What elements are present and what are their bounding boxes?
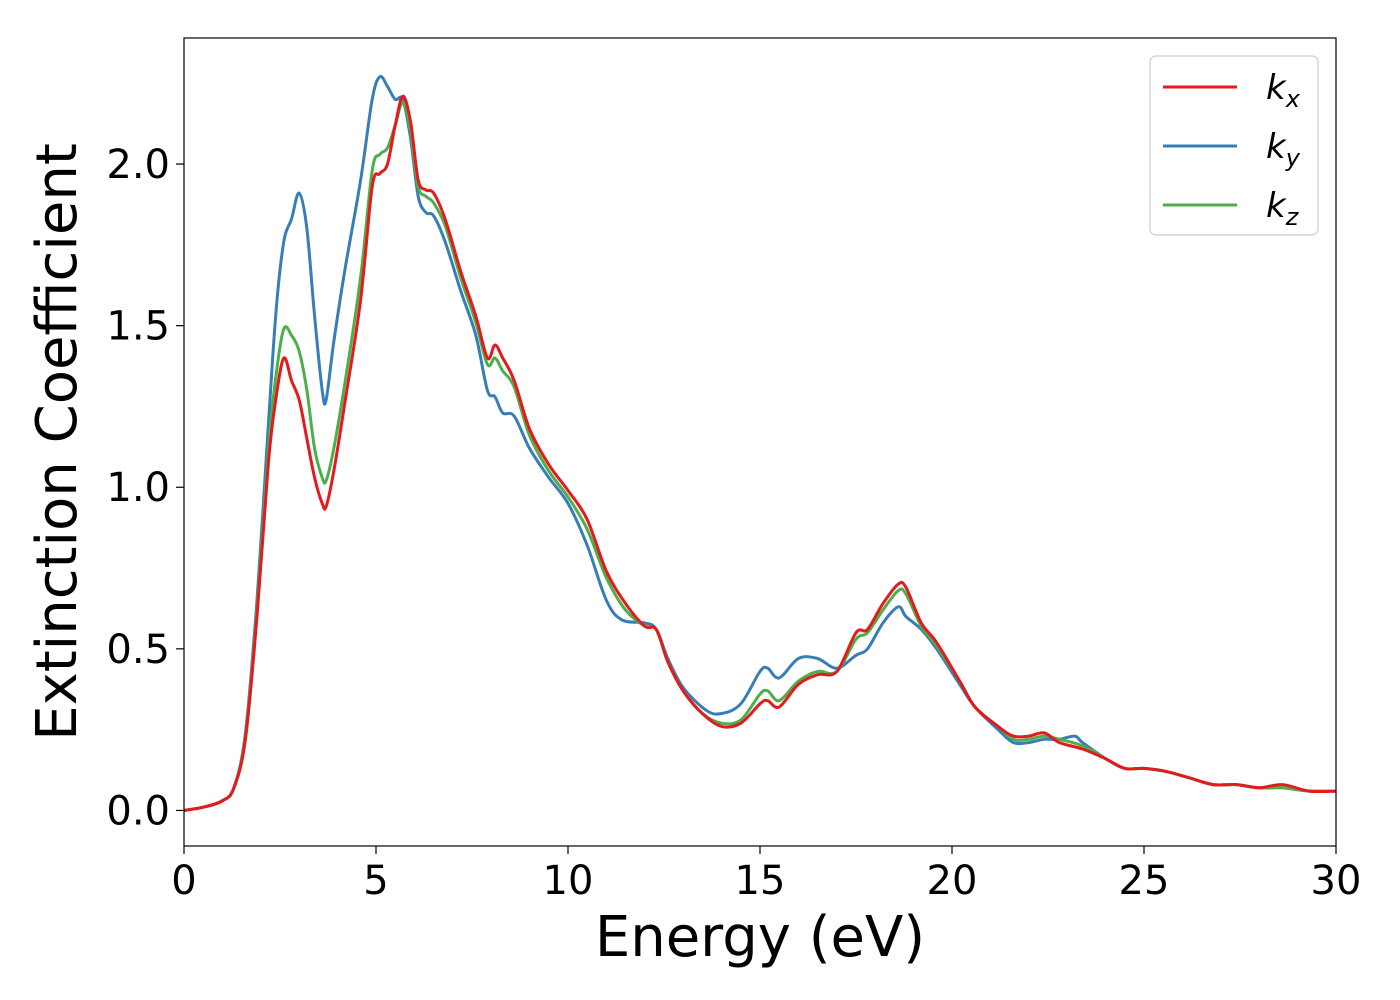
y-tick-label: 1.0 — [106, 465, 170, 511]
series-layer — [184, 74, 1336, 812]
x-tick-label: 0 — [171, 858, 196, 904]
x-axis-title: Energy (eV) — [595, 905, 925, 970]
series-line-kz — [184, 101, 1336, 812]
x-tick-label: 5 — [363, 858, 388, 904]
x-axis: 0 5 10 15 20 25 30 — [171, 846, 1361, 904]
series-line-ky — [184, 74, 1336, 812]
x-tick-label: 15 — [735, 858, 786, 904]
x-tick-label: 10 — [543, 858, 594, 904]
y-axis-title: Extinction Coefficient — [25, 143, 90, 741]
y-tick-label: 0.5 — [106, 627, 170, 673]
series-line-kx — [184, 94, 1336, 812]
legend-label-kx: kx — [1266, 68, 1301, 113]
y-axis: 0.0 0.5 1.0 1.5 2.0 — [106, 142, 184, 834]
legend-label-ky: ky — [1266, 127, 1301, 172]
x-tick-label: 20 — [927, 858, 978, 904]
x-tick-label: 25 — [1119, 858, 1170, 904]
y-tick-label: 0.0 — [106, 788, 170, 834]
y-tick-label: 1.5 — [106, 304, 170, 350]
y-tick-label: 2.0 — [106, 142, 170, 188]
x-tick-label: 30 — [1311, 858, 1362, 904]
